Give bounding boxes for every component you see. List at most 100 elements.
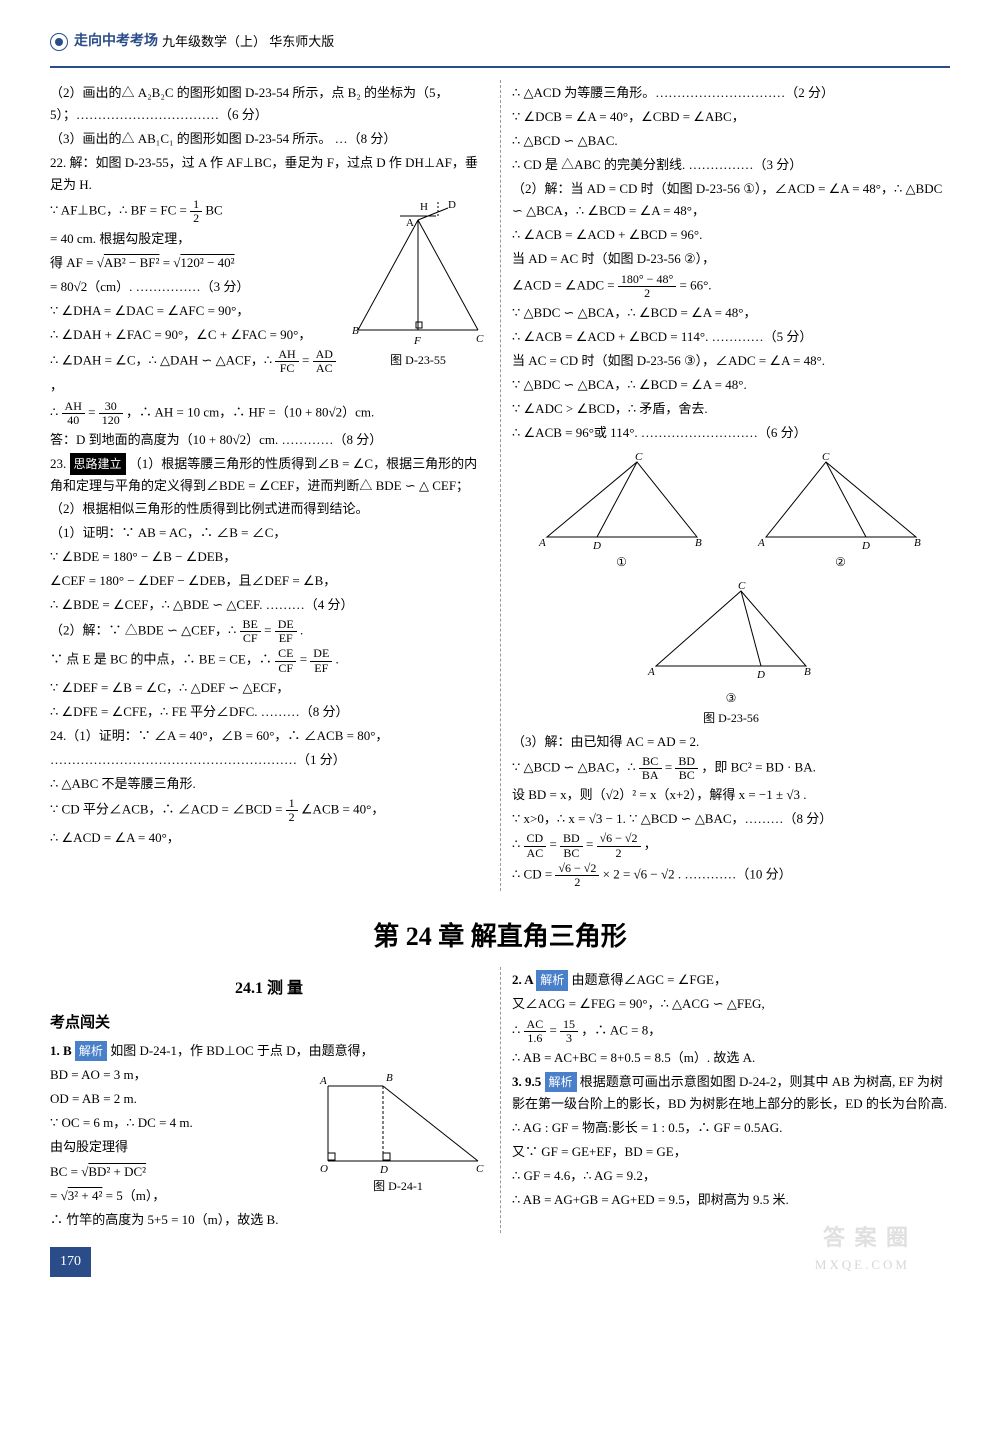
svg-text:A: A bbox=[406, 217, 414, 229]
fig-d23-56-label: 图 D-23-56 bbox=[512, 708, 950, 728]
brand-text: 走向中考考场 bbox=[74, 30, 158, 54]
r9: ∵ △BDC ∽ △BCA，∴ ∠BCD = ∠A = 48°， bbox=[512, 302, 950, 324]
r14: ∴ ∠ACB = 96°或 114°. ………………………（6 分） bbox=[512, 422, 950, 444]
r4: ∴ CD 是 △ABC 的完美分割线. ……………（3 分） bbox=[512, 154, 950, 176]
svg-text:C: C bbox=[738, 581, 746, 592]
b1: 1. B 解析 如图 D-24-1，作 BD⊥OC 于点 D，由题意得， bbox=[50, 1040, 488, 1062]
q23-1c: ∠CEF = 180° − ∠DEF − ∠DEB，且∠DEF = ∠B， bbox=[50, 570, 488, 592]
b3b: ∴ AG : GF = 物高:影长 = 1 : 0.5，∴ GF = 0.5AG… bbox=[512, 1117, 950, 1139]
watermark-url: MXQE.COM bbox=[815, 1254, 910, 1276]
page-number: 170 bbox=[50, 1247, 91, 1277]
fig-d23-56-row1: C A D B ① C A D B ② bbox=[512, 452, 950, 572]
svg-text:A: A bbox=[538, 537, 546, 549]
b3e: ∴ AB = AG+GB = AG+ED = 9.5，即树高为 9.5 米. bbox=[512, 1189, 950, 1211]
svg-text:D: D bbox=[756, 669, 765, 681]
svg-text:A: A bbox=[319, 1075, 327, 1087]
r11: 当 AC = CD 时（如图 D-23-56 ③），∠ADC = ∠A = 48… bbox=[512, 350, 950, 372]
right-column: ∴ △ACD 为等腰三角形。…………………………（2 分） ∵ ∠DCB = ∠… bbox=[512, 80, 950, 891]
bottom-right: 2. A 解析 由题意得∠AGC = ∠FGE， 又∠ACG = ∠FEG = … bbox=[512, 967, 950, 1232]
bottom-left: 24.1 测 量 考点闯关 1. B 解析 如图 D-24-1，作 BD⊥OC … bbox=[50, 967, 488, 1232]
top-columns: （2）画出的△ A₂B₂C 的图形如图 D-23-54 所示，点 B₂ 的坐标为… bbox=[50, 80, 950, 891]
r1: ∴ △ACD 为等腰三角形。…………………………（2 分） bbox=[512, 82, 950, 104]
b2: 2. A 解析 由题意得∠AGC = ∠FGE， bbox=[512, 969, 950, 991]
header-rule bbox=[50, 66, 950, 68]
diag2: C A D B ② bbox=[756, 452, 926, 572]
r6: ∴ ∠ACB = ∠ACD + ∠BCD = 96°. bbox=[512, 224, 950, 246]
fig-d24-1: A B O D C 图 D-24-1 bbox=[308, 1066, 488, 1196]
r3: ∴ △BCD ∽ △BAC. bbox=[512, 130, 950, 152]
r12: ∵ △BDC ∽ △BCA，∴ ∠BCD = ∠A = 48°. bbox=[512, 374, 950, 396]
b3d: ∴ GF = 4.6，∴ AG = 9.2， bbox=[512, 1165, 950, 1187]
r17: 设 BD = x，则（√2）² = x（x+2），解得 x = −1 ± √3 … bbox=[512, 784, 950, 806]
diag1: C A D B ① bbox=[537, 452, 707, 572]
svg-text:C: C bbox=[635, 452, 643, 463]
watermark: 答 案 圈 bbox=[823, 1219, 910, 1256]
svg-text:D: D bbox=[379, 1164, 388, 1176]
q22-head: 22. 解：如图 D-23-55，过 A 作 AF⊥BC，垂足为 F，过点 D … bbox=[50, 152, 488, 196]
r8: ∠ACD = ∠ADC = 180° − 48°2 = 66°. bbox=[512, 273, 950, 300]
page-header: 走向中考考场 九年级数学（上） 华东师大版 bbox=[50, 30, 950, 54]
b1i: ∴ 竹竿的高度为 5+5 = 10（m），故选 B. bbox=[50, 1209, 488, 1231]
q23-4: ∵ ∠DEF = ∠B = ∠C，∴ △DEF ∽ △ECF， bbox=[50, 677, 488, 699]
svg-text:D: D bbox=[861, 540, 870, 552]
q23-1a: （1）证明：∵ AB = AC，∴ ∠B = ∠C， bbox=[50, 522, 488, 544]
tag-silu: 思路建立 bbox=[70, 453, 126, 475]
svg-text:B: B bbox=[352, 325, 359, 337]
section-title: 24.1 测 量 bbox=[50, 975, 488, 1002]
svg-text:F: F bbox=[413, 335, 421, 347]
svg-text:O: O bbox=[320, 1163, 328, 1175]
svg-text:C: C bbox=[476, 1163, 484, 1175]
q23-5: ∴ ∠DFE = ∠CFE，∴ FE 平分∠DFC. ………（8 分） bbox=[50, 701, 488, 723]
r2: ∵ ∠DCB = ∠A = 40°，∠CBD = ∠ABC， bbox=[512, 106, 950, 128]
r7: 当 AD = AC 时（如图 D-23-56 ②）， bbox=[512, 248, 950, 270]
b2c: ∴ AC1.6 = 153 ，∴ AC = 8， bbox=[512, 1018, 950, 1045]
q23-3: ∵ 点 E 是 BC 的中点，∴ BE = CE，∴ CECF = DEEF . bbox=[50, 647, 488, 674]
r16: ∵ △BCD ∽ △BAC，∴ BCBA = BDBC ，即 BC² = BD … bbox=[512, 755, 950, 782]
p21-2: （2）画出的△ A₂B₂C 的图形如图 D-23-54 所示，点 B₂ 的坐标为… bbox=[50, 82, 488, 126]
q22-8: 答：D 到地面的高度为（10 + 80√2）cm. …………（8 分） bbox=[50, 429, 488, 451]
fig-d23-55: H D A B C F 图 D-23-55 bbox=[348, 200, 488, 370]
svg-text:B: B bbox=[804, 666, 811, 678]
tag-analysis-3: 解析 bbox=[545, 1072, 577, 1092]
kdcg: 考点闯关 bbox=[50, 1011, 488, 1037]
q24-1b: …………………………………………………（1 分） bbox=[50, 749, 488, 771]
r10: ∴ ∠ACB = ∠ACD + ∠BCD = 114°. …………（5 分） bbox=[512, 326, 950, 348]
svg-text:B: B bbox=[386, 1072, 393, 1084]
b3: 3. 9.5 解析 根据题意可画出示意图如图 D-24-2，则其中 AB 为树高… bbox=[512, 1071, 950, 1115]
svg-text:H: H bbox=[420, 201, 428, 213]
r15: （3）解：由已知得 AC = AD = 2. bbox=[512, 731, 950, 753]
fig-d23-55-label: 图 D-23-55 bbox=[348, 350, 488, 370]
q24-1: 24.（1）证明：∵ ∠A = 40°，∠B = 60°，∴ ∠ACB = 80… bbox=[50, 725, 488, 747]
fig-d24-1-label: 图 D-24-1 bbox=[308, 1176, 488, 1196]
r19: ∴ CDAC = BDBC = √6 − √22 ， bbox=[512, 832, 950, 859]
tag-analysis: 解析 bbox=[75, 1041, 107, 1061]
r5: （2）解：当 AD = CD 时（如图 D-23-56 ①），∠ACD = ∠A… bbox=[512, 178, 950, 222]
q23-1b: ∵ ∠BDE = 180° − ∠B − ∠DEB， bbox=[50, 546, 488, 568]
q23-2: （2）解：∵ △BDE ∽ △CEF，∴ BECF = DEEF . bbox=[50, 618, 488, 645]
r13: ∵ ∠ADC > ∠BCD，∴ 矛盾，舍去. bbox=[512, 398, 950, 420]
p21-3: （3）画出的△ AB₁C₁ 的图形如图 D-23-54 所示。 …（8 分） bbox=[50, 128, 488, 150]
b2b: 又∠ACG = ∠FEG = 90°，∴ △ACG ∽ △FEG, bbox=[512, 993, 950, 1015]
b3c: 又∵ GF = GE+EF，BD = GE， bbox=[512, 1141, 950, 1163]
column-divider-2 bbox=[500, 967, 501, 1232]
svg-text:D: D bbox=[448, 200, 456, 211]
svg-text:A: A bbox=[647, 666, 655, 678]
svg-text:D: D bbox=[592, 540, 601, 552]
q23-1d: ∴ ∠BDE = ∠CEF，∴ △BDE ∽ △CEF. ………（4 分） bbox=[50, 594, 488, 616]
column-divider bbox=[500, 80, 501, 891]
q22-7: ∴ AH40 = 30120 ，∴ AH = 10 cm，∴ HF =（10 +… bbox=[50, 400, 488, 427]
tag-analysis-2: 解析 bbox=[536, 970, 568, 990]
b2d: ∴ AB = AC+BC = 8+0.5 = 8.5（m）. 故选 A. bbox=[512, 1047, 950, 1069]
svg-text:C: C bbox=[476, 333, 484, 345]
bottom-columns: 24.1 测 量 考点闯关 1. B 解析 如图 D-24-1，作 BD⊥OC … bbox=[50, 967, 950, 1232]
left-column: （2）画出的△ A₂B₂C 的图形如图 D-23-54 所示，点 B₂ 的坐标为… bbox=[50, 80, 488, 891]
q24-2: ∴ △ABC 不是等腰三角形. bbox=[50, 773, 488, 795]
q24-4: ∴ ∠ACD = ∠A = 40°， bbox=[50, 827, 488, 849]
chapter-title: 第 24 章 解直角三角形 bbox=[50, 915, 950, 959]
r20: ∴ CD = √6 − √22 × 2 = √6 − √2 . …………（10 … bbox=[512, 862, 950, 889]
diag3: C A D B ③ 图 D-23-56 bbox=[512, 581, 950, 729]
r18: ∵ x>0，∴ x = √3 − 1. ∵ △BCD ∽ △BAC，………（8 … bbox=[512, 808, 950, 830]
q23: 23. 思路建立 （1）根据等腰三角形的性质得到∠B = ∠C，根据三角形的内角… bbox=[50, 453, 488, 520]
svg-text:C: C bbox=[822, 452, 830, 463]
svg-text:A: A bbox=[757, 537, 765, 549]
